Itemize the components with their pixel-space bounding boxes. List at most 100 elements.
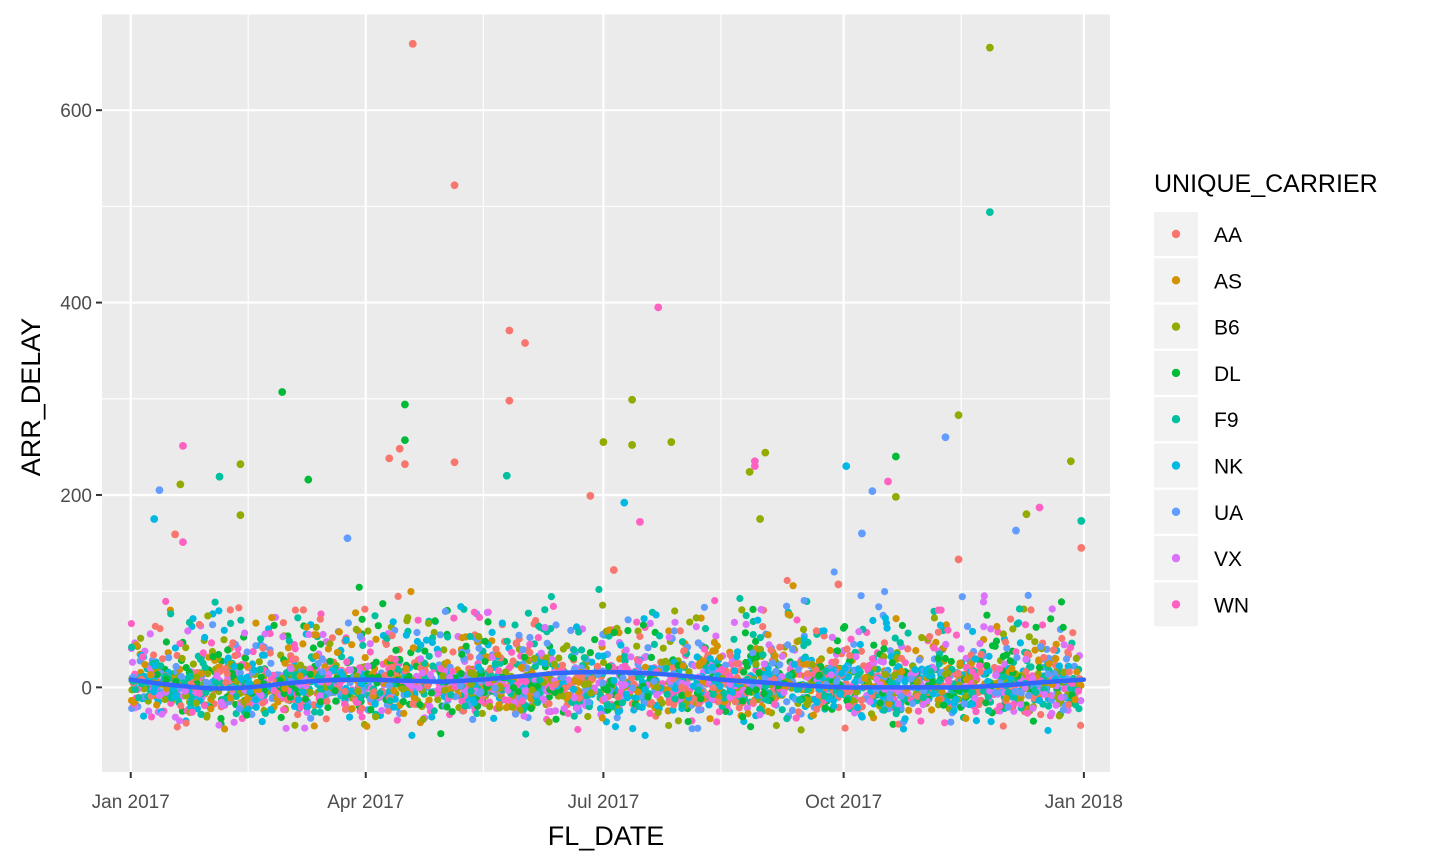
- data-point: [658, 699, 666, 707]
- data-point: [415, 684, 423, 692]
- data-point: [527, 704, 535, 713]
- data-point: [221, 725, 229, 733]
- data-point: [241, 654, 250, 662]
- data-point: [1044, 670, 1052, 678]
- data-point: [1057, 694, 1065, 702]
- data-point: [386, 669, 395, 678]
- data-point: [822, 667, 830, 675]
- data-point: [541, 659, 549, 668]
- data-point: [456, 682, 464, 690]
- data-point: [614, 708, 622, 716]
- data-point: [611, 723, 620, 731]
- data-point: [711, 647, 719, 655]
- data-point: [424, 619, 433, 627]
- data-point: [783, 576, 791, 585]
- data-point: [267, 706, 275, 714]
- data-point: [544, 700, 552, 708]
- data-point: [355, 583, 363, 591]
- y-tick-label: 400: [60, 294, 92, 315]
- data-point-dl: [401, 436, 409, 445]
- data-point: [475, 663, 483, 671]
- data-point: [647, 653, 656, 662]
- data-point: [307, 714, 315, 722]
- data-point: [230, 663, 238, 671]
- data-point: [139, 653, 147, 661]
- data-point: [701, 625, 710, 633]
- data-point: [749, 698, 757, 706]
- data-point: [689, 682, 698, 690]
- data-point: [252, 619, 260, 627]
- data-point: [652, 611, 660, 619]
- data-point: [509, 684, 518, 692]
- data-point: [434, 650, 442, 658]
- legend-swatch-nk: [1171, 461, 1181, 470]
- y-tick-label: 600: [60, 101, 92, 122]
- data-point: [851, 709, 859, 717]
- data-point: [413, 637, 421, 646]
- data-point: [467, 687, 475, 695]
- data-point: [237, 616, 245, 624]
- data-point: [470, 608, 478, 616]
- data-point: [833, 637, 842, 645]
- data-point: [679, 662, 687, 670]
- data-point: [137, 634, 145, 642]
- data-point: [671, 695, 679, 703]
- data-point: [402, 664, 410, 673]
- data-point: [670, 627, 678, 635]
- data-point: [680, 647, 688, 655]
- data-point: [732, 659, 740, 668]
- data-point: [281, 684, 289, 693]
- data-point: [348, 641, 356, 649]
- data-point: [870, 641, 878, 649]
- data-point: [1023, 709, 1032, 717]
- data-point: [797, 726, 805, 734]
- data-point: [358, 704, 366, 712]
- data-point: [486, 666, 494, 674]
- data-point: [738, 606, 746, 614]
- data-point: [640, 615, 648, 623]
- data-point: [1047, 615, 1055, 623]
- data-point: [756, 634, 765, 642]
- data-point: [614, 693, 622, 701]
- data-point: [841, 623, 849, 631]
- data-point: [897, 692, 905, 700]
- data-point: [457, 603, 465, 611]
- data-point: [281, 659, 289, 667]
- data-point: [131, 685, 139, 694]
- data-point: [212, 679, 220, 687]
- data-point: [992, 671, 1000, 680]
- data-point: [692, 614, 700, 622]
- data-point: [431, 617, 439, 625]
- data-point: [658, 658, 666, 666]
- data-point: [564, 709, 572, 718]
- data-point: [481, 637, 489, 646]
- data-point: [302, 695, 310, 703]
- data-point-dl: [304, 475, 313, 484]
- data-point-nk: [620, 498, 629, 507]
- data-point: [985, 707, 993, 715]
- data-point: [156, 625, 164, 633]
- data-point: [173, 723, 181, 731]
- data-point: [624, 627, 632, 635]
- data-point: [898, 667, 906, 676]
- data-point: [665, 721, 673, 730]
- data-point: [462, 642, 470, 650]
- data-point: [958, 593, 966, 601]
- data-point: [427, 689, 436, 697]
- data-point: [711, 597, 719, 605]
- data-point: [706, 655, 714, 663]
- data-point: [685, 668, 693, 676]
- data-point: [230, 718, 238, 726]
- y-tick-label: 0: [81, 678, 92, 699]
- data-point: [430, 628, 438, 637]
- data-point: [885, 700, 893, 708]
- data-point: [678, 683, 686, 691]
- data-point: [971, 694, 979, 702]
- data-point-aa: [505, 326, 514, 335]
- data-point: [341, 705, 350, 714]
- data-point: [844, 702, 853, 711]
- legend-label-nk: NK: [1214, 456, 1243, 479]
- data-point: [1055, 712, 1063, 720]
- data-point: [993, 622, 1001, 631]
- x-tick-label: Jul 2017: [567, 792, 639, 813]
